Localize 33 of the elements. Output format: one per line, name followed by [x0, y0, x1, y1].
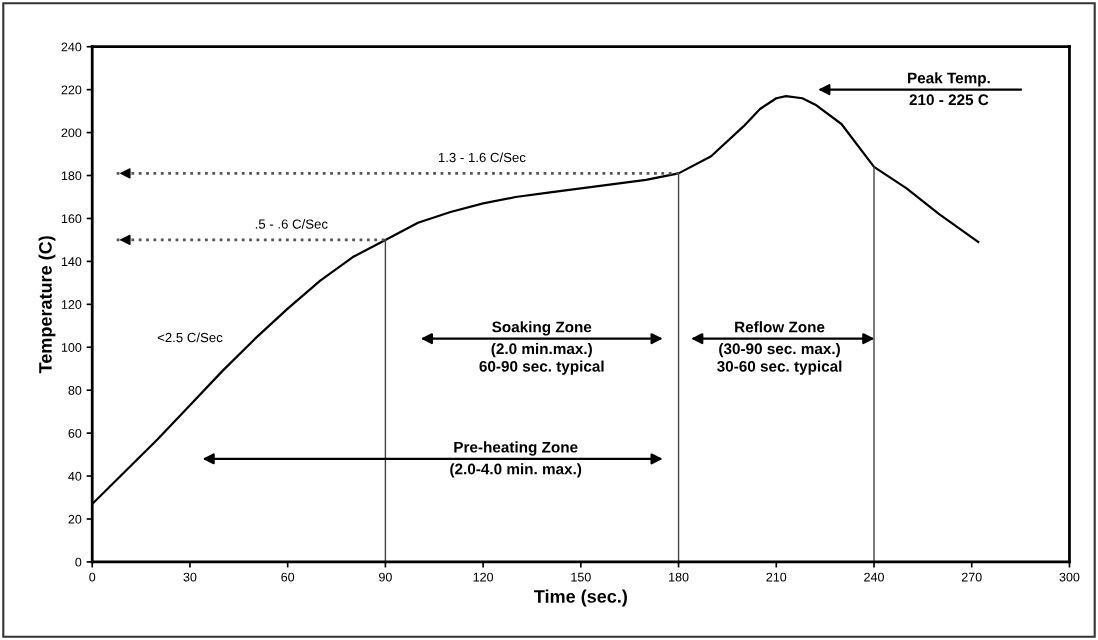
y-tick-label: 200 [61, 128, 82, 138]
x-tick-label: 150 [571, 572, 591, 582]
x-tick-label: 30 [183, 572, 197, 582]
x-tick-label: 60 [281, 572, 295, 582]
x-tick-label: 180 [669, 572, 689, 582]
y-tick-label: 0 [75, 557, 82, 567]
x-tick-label: 120 [473, 572, 494, 582]
y-tick-label: 180 [61, 171, 82, 181]
annotation: Reflow Zone (30-90 sec. max.) 30-60 sec. typical [717, 321, 842, 375]
y-tick-label: 120 [61, 300, 82, 309]
y-tick-label: 80 [68, 385, 82, 395]
x-tick-label: 90 [379, 572, 392, 582]
y-tick-label: 20 [68, 514, 82, 524]
x-tick-label: 270 [961, 572, 982, 582]
y-tick-label: 220 [61, 85, 82, 95]
y-tick-label: 140 [61, 257, 82, 267]
x-axis-title: Time (sec.) [534, 589, 627, 607]
x-tick-label: 210 [766, 572, 787, 582]
y-tick-label: 60 [68, 428, 82, 438]
annotation: <2.5 C/Sec [157, 332, 223, 343]
x-tick-label: 0 [89, 572, 96, 582]
y-tick-label: 160 [61, 214, 82, 224]
annotation: Soaking Zone (2.0 min.max.) 60-90 sec. typical [479, 321, 604, 375]
ref-line-label: 1.3 - 1.6 C/Sec [438, 152, 526, 163]
ref-line-label: .5 - .6 C/Sec [255, 219, 328, 229]
y-axis-title: Temperature (C) [38, 236, 56, 374]
x-tick-label: 300 [1059, 572, 1080, 582]
y-tick-label: 40 [68, 471, 82, 481]
y-tick-label: 240 [61, 42, 82, 52]
annotation: Peak Temp. 210 - 225 C [908, 72, 990, 106]
annotation: Pre-heating Zone (2.0-4.0 min. max.) [450, 441, 582, 478]
x-tick-label: 240 [864, 572, 884, 582]
y-tick-label: 100 [61, 343, 82, 352]
